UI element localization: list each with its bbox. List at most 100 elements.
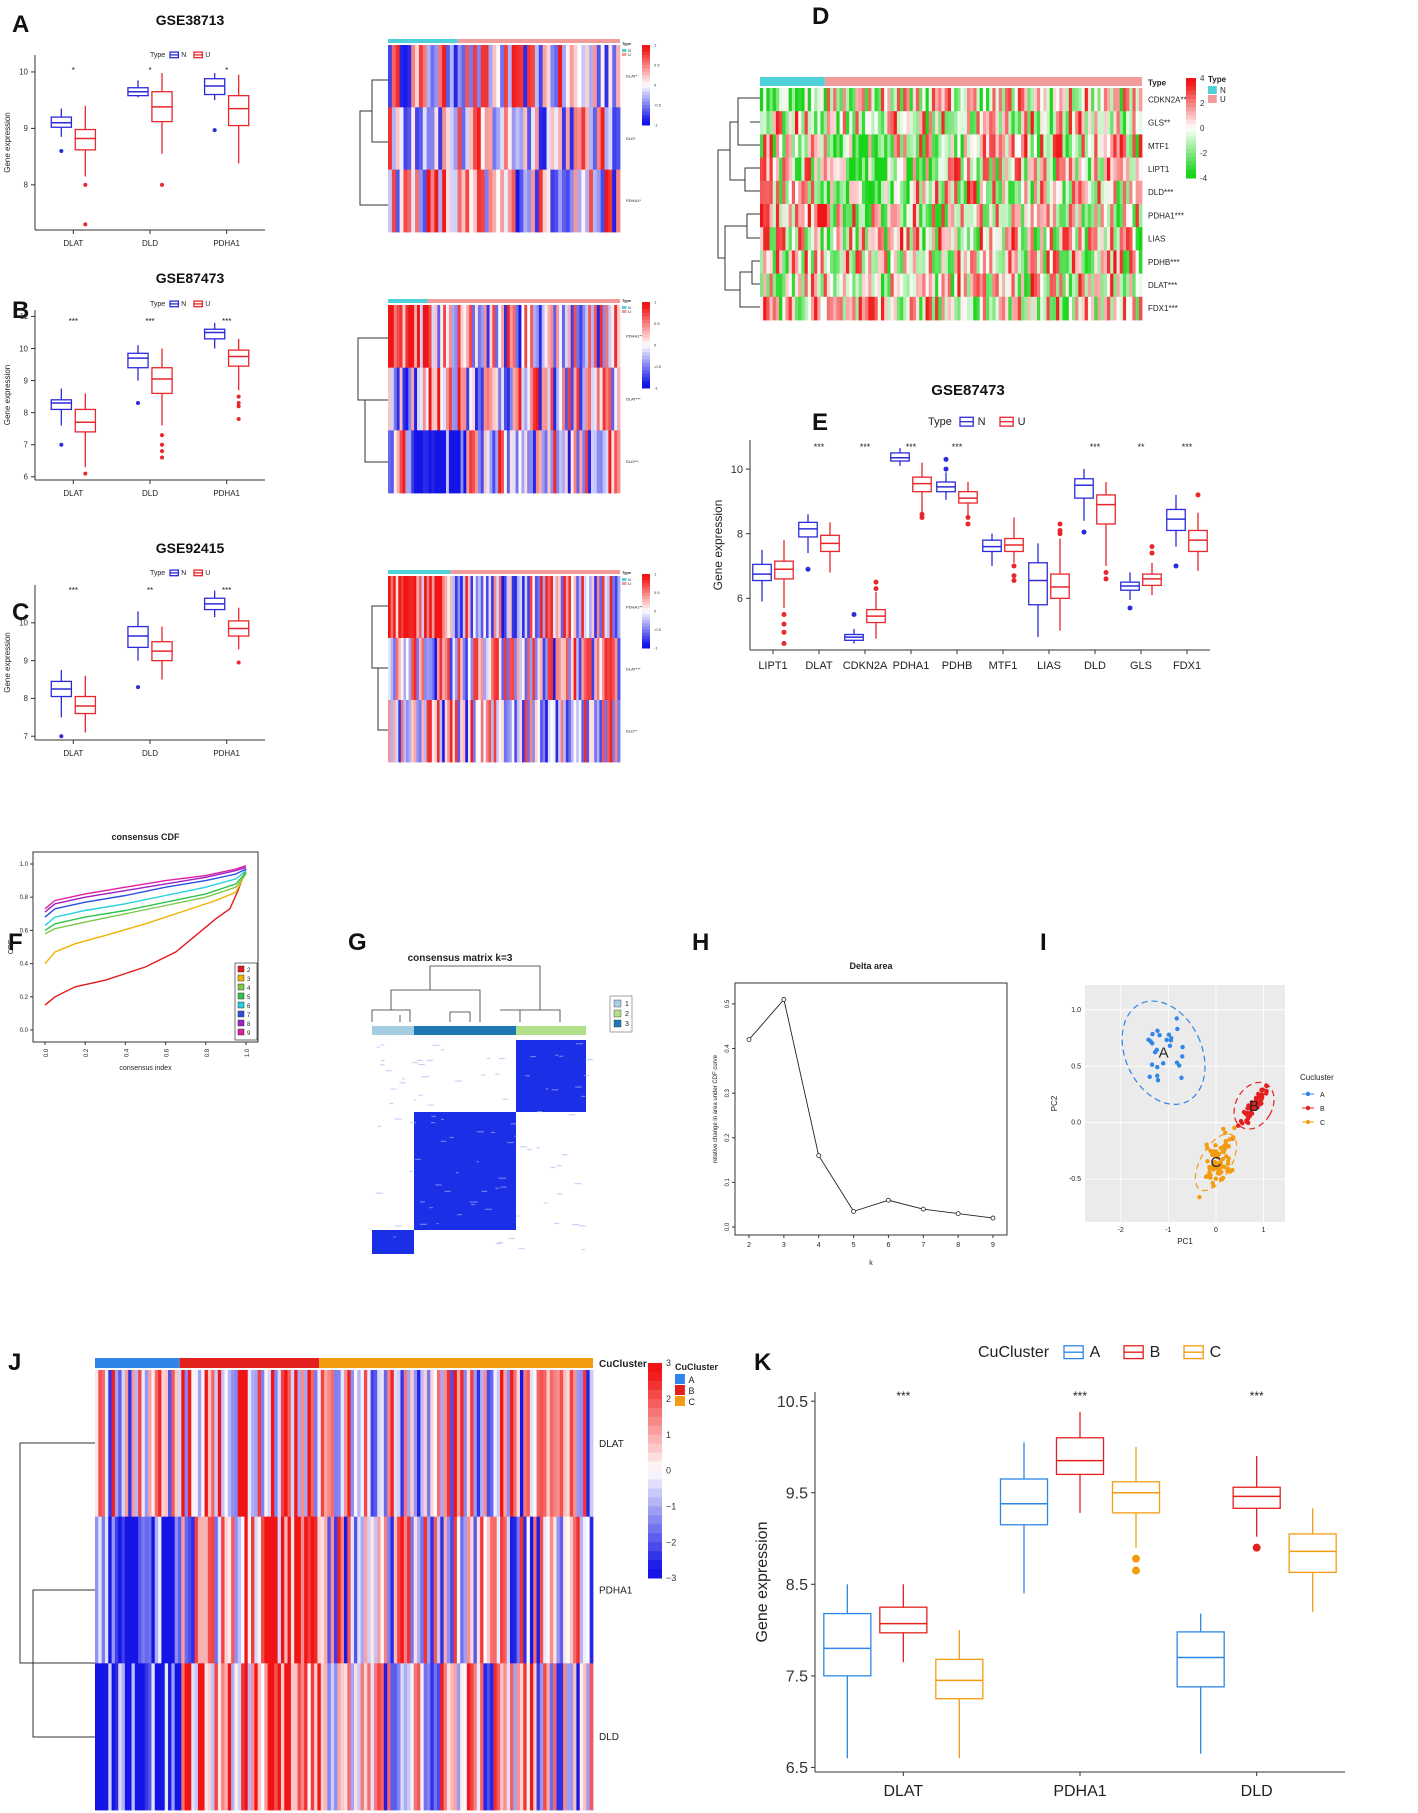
heatmap-cell bbox=[426, 576, 430, 639]
heatmap-cell bbox=[393, 700, 397, 763]
heatmap-cell bbox=[485, 700, 489, 763]
heatmap-cell bbox=[1005, 134, 1009, 158]
heatmap-cell bbox=[919, 134, 923, 158]
annotation-label: Type bbox=[1148, 79, 1167, 88]
heatmap-cell bbox=[1030, 273, 1035, 298]
heatmap-cell bbox=[473, 700, 477, 763]
heatmap-cell bbox=[823, 227, 828, 251]
scale-step bbox=[642, 101, 650, 106]
heatmap-cell bbox=[804, 134, 809, 158]
heatmap-cell bbox=[513, 1663, 518, 1811]
heatmap-cell bbox=[518, 367, 522, 431]
heatmap-cell bbox=[114, 1516, 119, 1664]
heatmap-cell bbox=[782, 180, 786, 205]
consensus-noise bbox=[508, 1237, 515, 1240]
box-body bbox=[1142, 573, 1162, 587]
heatmap-cell bbox=[261, 1370, 265, 1518]
y-tick-label: 8 bbox=[24, 181, 29, 190]
heatmap-cell bbox=[966, 250, 971, 274]
heatmap-cell bbox=[536, 1663, 541, 1811]
heatmap-cell bbox=[443, 430, 447, 494]
heatmap-cell bbox=[973, 157, 977, 182]
heatmap-cell bbox=[877, 180, 882, 205]
heatmap-cell bbox=[554, 169, 559, 233]
heatmap-cell bbox=[1033, 88, 1038, 112]
heatmap-cell bbox=[425, 305, 429, 369]
heatmap-cell bbox=[1087, 180, 1092, 205]
heatmap-cell bbox=[849, 180, 853, 205]
heatmap-cell bbox=[963, 111, 968, 135]
heatmap-cell bbox=[426, 45, 431, 108]
annotation-bar-segment bbox=[450, 570, 620, 574]
heatmap-cell bbox=[928, 88, 933, 112]
panel-letter-F: F bbox=[8, 929, 23, 956]
heatmap-cell bbox=[488, 169, 493, 233]
heatmap-cell bbox=[608, 107, 613, 171]
cdf-line-k6 bbox=[44, 870, 247, 926]
heatmap-cell bbox=[1033, 134, 1038, 158]
heatmap-cell bbox=[594, 700, 598, 763]
heatmap-cell bbox=[347, 1663, 352, 1811]
heatmap-cell bbox=[531, 107, 536, 171]
heatmap-cell bbox=[493, 1370, 498, 1518]
heatmap-cell bbox=[452, 700, 456, 763]
heatmap-cell bbox=[596, 305, 601, 369]
heatmap-cell bbox=[823, 273, 828, 298]
heatmap-cell bbox=[1065, 134, 1070, 158]
heatmap-cell bbox=[294, 1370, 298, 1518]
heatmap-cell bbox=[1008, 227, 1012, 251]
heatmap-cell bbox=[1005, 250, 1009, 274]
heatmap-cell bbox=[434, 700, 438, 763]
heatmap-cell bbox=[995, 204, 1000, 228]
outlier-point bbox=[919, 511, 925, 517]
annotation-bar-segment bbox=[319, 1358, 593, 1368]
heatmap-cell bbox=[1027, 273, 1031, 298]
consensus-noise bbox=[418, 1094, 423, 1096]
heatmap-cell bbox=[903, 250, 907, 274]
heatmap-cell bbox=[836, 273, 840, 298]
heatmap-cell bbox=[830, 180, 834, 205]
heatmap-cell bbox=[460, 1663, 464, 1811]
heatmap-cell bbox=[1043, 180, 1047, 205]
heatmap-cell bbox=[530, 430, 534, 494]
delta-point bbox=[781, 997, 787, 1002]
scale-step bbox=[1186, 103, 1196, 108]
scale-step bbox=[1186, 148, 1196, 154]
heatmap-cell bbox=[450, 1516, 454, 1664]
heatmap-cell bbox=[1094, 204, 1098, 228]
heatmap-cell bbox=[1014, 273, 1019, 298]
heatmap-cell bbox=[1078, 204, 1082, 228]
heatmap-cell bbox=[966, 273, 971, 298]
heatmap-cell bbox=[919, 111, 923, 135]
heatmap-cell bbox=[451, 305, 456, 369]
heatmap-cell bbox=[423, 1516, 428, 1664]
scale-step bbox=[648, 1434, 662, 1445]
heatmap-cell bbox=[1100, 296, 1105, 321]
heatmap-cell bbox=[1078, 157, 1082, 182]
heatmap-cell bbox=[470, 1370, 474, 1518]
consensus-noise bbox=[585, 1058, 594, 1061]
y-tick-label: 0.4 bbox=[20, 962, 29, 968]
heatmap-cell bbox=[772, 180, 777, 205]
scatter-point bbox=[1230, 1167, 1235, 1173]
heatmap-cell bbox=[760, 88, 764, 112]
heatmap-cell bbox=[1040, 111, 1044, 135]
outlier-point bbox=[851, 611, 857, 617]
scale-step bbox=[648, 1542, 662, 1552]
heatmap-cell bbox=[1021, 134, 1025, 158]
heatmap-cell bbox=[532, 638, 536, 701]
heatmap-cell bbox=[488, 700, 492, 763]
heatmap-cell bbox=[1135, 296, 1140, 321]
heatmap-cell bbox=[1021, 157, 1025, 182]
heatmap-cell bbox=[427, 1516, 431, 1664]
heatmap-cell bbox=[424, 700, 428, 763]
heatmap-cell bbox=[111, 1370, 116, 1518]
heatmap-cell bbox=[541, 430, 545, 494]
heatmap-cell bbox=[1084, 180, 1089, 205]
heatmap-cell bbox=[1094, 88, 1098, 112]
heatmap-cell bbox=[1116, 88, 1121, 112]
heatmap-cell bbox=[549, 1516, 554, 1664]
heatmap-cell bbox=[880, 227, 885, 251]
